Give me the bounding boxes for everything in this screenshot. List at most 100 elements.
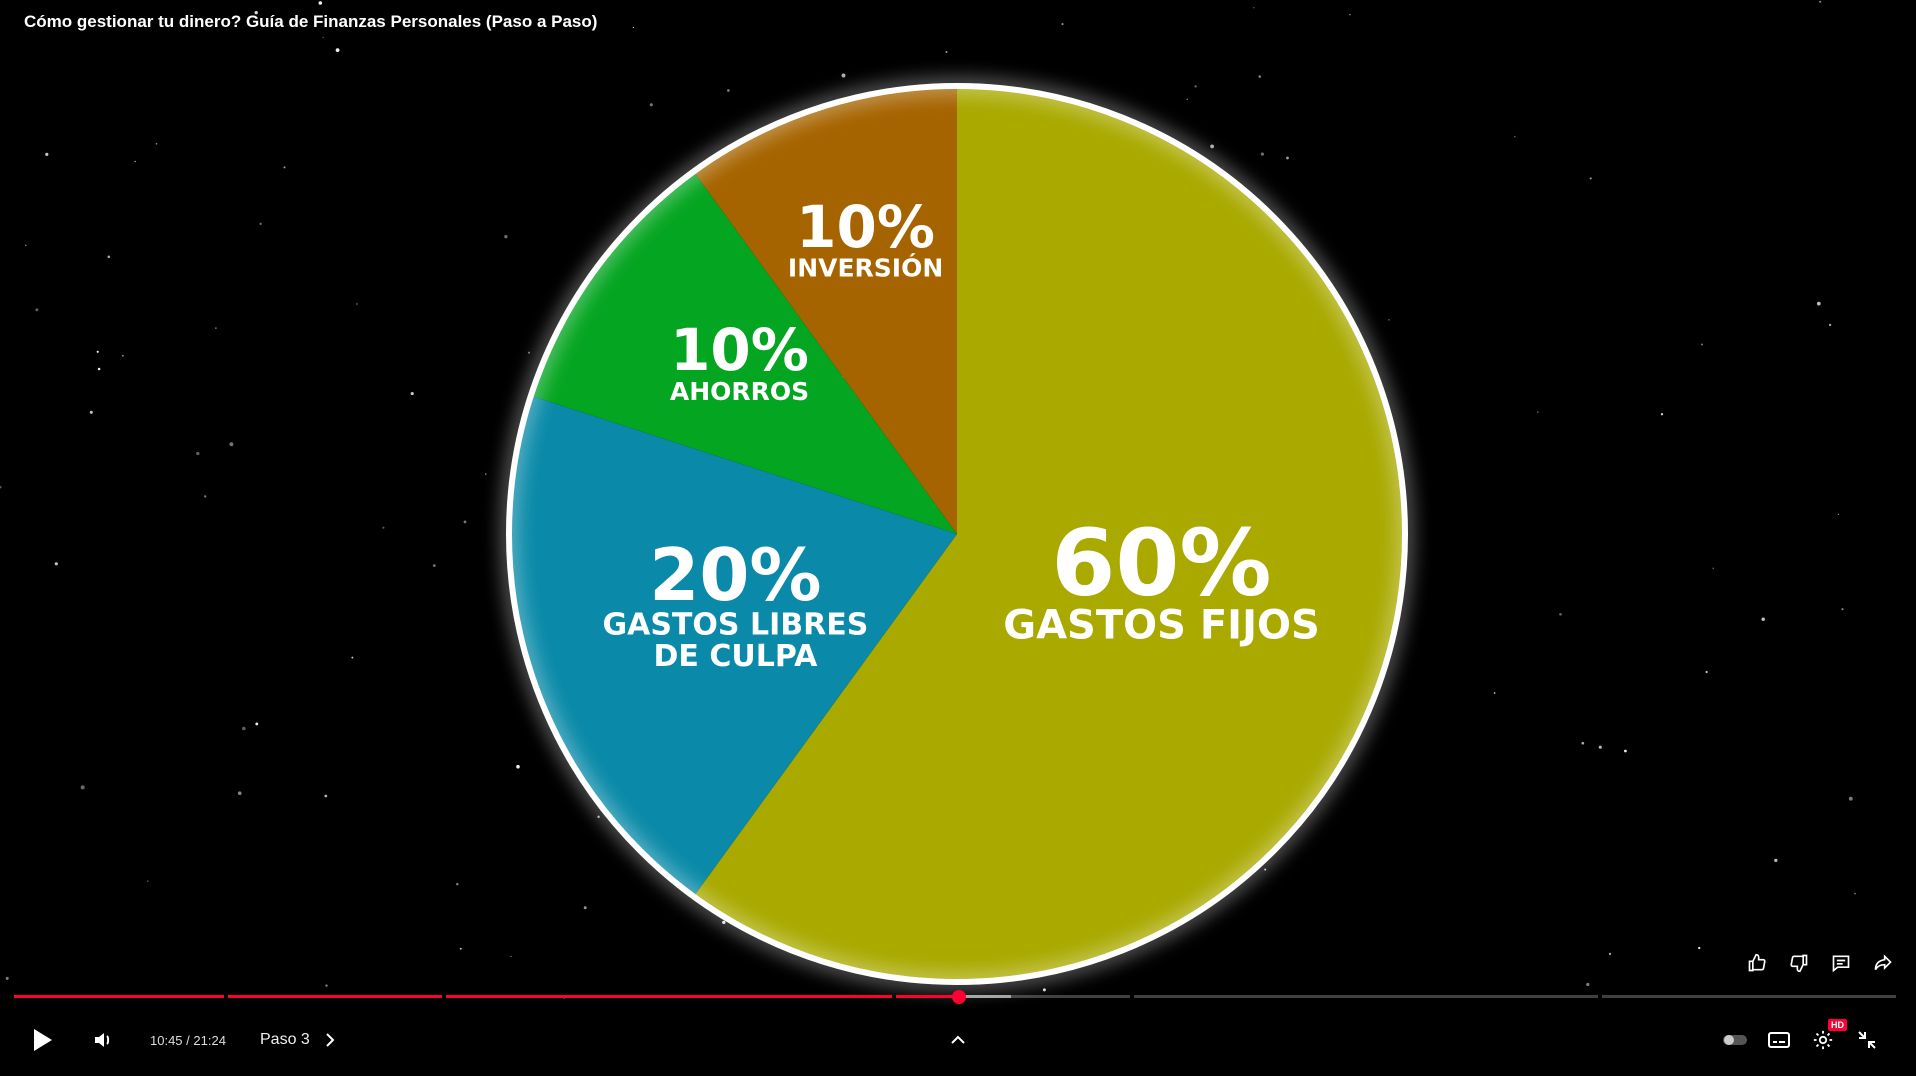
star xyxy=(97,367,101,371)
star xyxy=(324,794,328,798)
star xyxy=(335,48,340,53)
star xyxy=(80,785,85,790)
star xyxy=(1349,13,1351,16)
star xyxy=(325,984,328,987)
star xyxy=(229,442,234,447)
star xyxy=(215,327,217,329)
chapter-label: Paso 3 xyxy=(260,1031,310,1048)
star xyxy=(1586,982,1590,987)
star xyxy=(945,51,948,53)
star xyxy=(283,166,286,169)
star xyxy=(5,976,9,980)
star xyxy=(463,520,467,524)
star xyxy=(1841,608,1844,611)
slice-name-label: AHORROS xyxy=(670,377,809,406)
star xyxy=(382,526,385,529)
star xyxy=(1816,301,1821,306)
star xyxy=(1774,858,1778,863)
share-icon[interactable] xyxy=(1870,950,1896,976)
star xyxy=(242,726,246,731)
star xyxy=(1388,319,1390,321)
star xyxy=(597,815,600,819)
star xyxy=(632,26,635,29)
star xyxy=(1608,952,1612,956)
chapter-button[interactable]: Paso 3 xyxy=(260,1020,336,1060)
chapter-segment[interactable] xyxy=(228,995,442,998)
exit-fullscreen-button[interactable] xyxy=(1858,1020,1886,1060)
autoplay-toggle[interactable] xyxy=(1722,1020,1750,1060)
slice-percent-label: 60% xyxy=(1051,510,1271,617)
star xyxy=(456,882,459,886)
expand-button[interactable] xyxy=(946,1020,970,1060)
star xyxy=(516,764,520,769)
star xyxy=(356,303,358,305)
star xyxy=(1589,177,1592,180)
star xyxy=(1061,23,1064,26)
star xyxy=(1493,692,1496,694)
duration: 21:24 xyxy=(193,1032,226,1048)
star xyxy=(1581,741,1585,745)
star xyxy=(35,308,39,312)
progress-bar[interactable] xyxy=(14,990,1896,1004)
star xyxy=(1701,343,1703,346)
star xyxy=(1513,135,1516,138)
star xyxy=(1537,411,1539,413)
star xyxy=(1186,98,1188,101)
volume-icon xyxy=(95,1033,110,1047)
slice-percent-label: 10% xyxy=(670,316,809,384)
star xyxy=(1598,745,1602,749)
star xyxy=(255,722,259,726)
star xyxy=(54,562,58,566)
thumbs-up-icon[interactable] xyxy=(1744,950,1770,976)
slice-percent-label: 10% xyxy=(796,193,935,261)
star xyxy=(1260,152,1264,156)
star xyxy=(1837,513,1840,516)
star xyxy=(107,255,111,259)
star xyxy=(1705,670,1708,674)
pie-slice xyxy=(509,395,957,897)
scrubber-handle[interactable] xyxy=(951,990,966,1004)
star xyxy=(727,89,730,92)
chapter-segment[interactable] xyxy=(14,995,224,998)
player-controls: 10:45 / 21:24 Paso 3 xyxy=(0,1020,1916,1060)
play-icon xyxy=(34,1029,52,1051)
comment-icon[interactable] xyxy=(1828,950,1854,976)
star xyxy=(432,564,436,568)
star xyxy=(459,947,462,950)
star xyxy=(1819,0,1822,3)
engagement-actions xyxy=(1744,950,1896,976)
chapter-segment[interactable] xyxy=(446,995,892,998)
star xyxy=(147,880,149,882)
settings-button[interactable] xyxy=(1812,1020,1840,1060)
thumbs-down-icon[interactable] xyxy=(1786,950,1812,976)
star xyxy=(527,351,531,354)
video-title[interactable]: Cómo gestionar tu dinero? Guía de Finanz… xyxy=(24,12,598,31)
star xyxy=(196,451,200,456)
current-time: 10:45 xyxy=(150,1032,183,1048)
star xyxy=(155,142,158,145)
star xyxy=(318,1,323,5)
star xyxy=(322,36,324,39)
star xyxy=(504,235,508,239)
star xyxy=(410,392,414,396)
slice-name-label: GASTOS LIBRES xyxy=(602,608,868,643)
star xyxy=(649,103,653,107)
chapter-segment[interactable] xyxy=(1602,995,1896,998)
play-button[interactable] xyxy=(30,1020,62,1060)
played-fill xyxy=(14,995,224,998)
star xyxy=(89,410,93,414)
hd-badge: HD xyxy=(1828,1019,1847,1031)
played-fill xyxy=(228,995,442,998)
exit-fullscreen-icon xyxy=(1858,1031,1876,1049)
chapter-segment[interactable] xyxy=(896,995,1130,998)
captions-button[interactable] xyxy=(1768,1020,1796,1060)
star xyxy=(583,906,587,910)
star xyxy=(1761,617,1765,621)
star xyxy=(45,152,49,156)
volume-button[interactable] xyxy=(92,1020,120,1060)
chapter-segment[interactable] xyxy=(1134,995,1598,998)
star xyxy=(121,354,124,357)
star xyxy=(1712,567,1714,570)
